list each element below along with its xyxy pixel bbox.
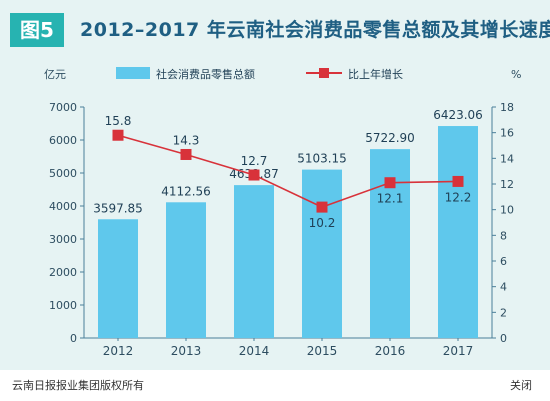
- left-axis-tick-label: 1000: [49, 299, 77, 312]
- right-axis-tick-label: 0: [500, 332, 507, 345]
- growth-value-label: 15.8: [105, 114, 132, 128]
- growth-point: [180, 148, 192, 160]
- right-axis-tick-label: 18: [500, 101, 514, 114]
- growth-line: [117, 134, 459, 208]
- x-axis-tick-label: 2016: [375, 344, 406, 358]
- right-axis-tick-label: 4: [500, 281, 507, 294]
- left-axis-tick-label: 7000: [49, 101, 77, 114]
- right-axis-tick-label: 8: [500, 229, 507, 242]
- growth-point: [452, 175, 464, 187]
- bar: [302, 169, 342, 338]
- right-axis-tick-label: 12: [500, 178, 514, 191]
- left-axis-tick-label: 2000: [49, 266, 77, 279]
- x-axis-tick-label: 2015: [307, 344, 338, 358]
- right-axis-tick-label: 6: [500, 255, 507, 268]
- chart-title: 2012–2017 年云南社会消费品零售总额及其增长速度: [80, 19, 550, 41]
- right-axis-tick-label: 2: [500, 306, 507, 319]
- growth-value-label: 10.2: [309, 216, 336, 230]
- bar: [234, 185, 274, 338]
- bar-value-label: 5722.90: [365, 131, 415, 145]
- bar-value-label: 3597.85: [93, 201, 143, 215]
- bar-value-label: 6423.06: [433, 108, 483, 122]
- x-axis-tick-label: 2013: [171, 344, 202, 358]
- bar: [166, 202, 206, 338]
- copyright-text: 云南日报报业集团版权所有: [12, 379, 144, 392]
- left-axis-tick-label: 5000: [49, 167, 77, 180]
- legend-bar-label: 社会消费品零售总额: [156, 67, 255, 81]
- left-axis-tick-label: 6000: [49, 134, 77, 147]
- growth-value-label: 14.3: [173, 133, 200, 147]
- left-axis-tick-label: 3000: [49, 233, 77, 246]
- growth-point: [248, 169, 260, 181]
- bar: [438, 126, 478, 338]
- legend-bar-swatch: [116, 67, 150, 79]
- growth-value-label: 12.7: [241, 154, 268, 168]
- x-axis-tick-label: 2017: [443, 344, 474, 358]
- right-axis-tick-label: 10: [500, 204, 514, 217]
- right-axis-unit: %: [511, 68, 521, 81]
- chart-header: 图5 2012–2017 年云南社会消费品零售总额及其增长速度: [0, 0, 550, 58]
- growth-point: [384, 177, 396, 189]
- bar: [98, 219, 138, 338]
- left-axis-tick-label: 0: [70, 332, 77, 345]
- growth-value-label: 12.1: [377, 192, 404, 206]
- legend-line-marker: [319, 68, 329, 78]
- x-axis-tick-label: 2014: [239, 344, 270, 358]
- left-axis-unit: 亿元: [44, 68, 66, 81]
- growth-point: [316, 201, 328, 213]
- growth-value-label: 12.2: [445, 190, 472, 204]
- x-axis-tick-label: 2012: [103, 344, 134, 358]
- close-link[interactable]: 关闭: [510, 379, 532, 392]
- figure-badge: 图5: [10, 13, 64, 47]
- growth-point: [112, 129, 124, 141]
- right-axis-tick-label: 14: [500, 152, 514, 165]
- left-axis-tick-label: 4000: [49, 200, 77, 213]
- bar-value-label: 4112.56: [161, 184, 211, 198]
- right-axis-tick-label: 16: [500, 127, 514, 140]
- chart-card: 图5 2012–2017 年云南社会消费品零售总额及其增长速度 社会消费品零售总…: [0, 0, 550, 370]
- bar-value-label: 5103.15: [297, 152, 347, 166]
- legend-line-label: 比上年增长: [348, 67, 403, 81]
